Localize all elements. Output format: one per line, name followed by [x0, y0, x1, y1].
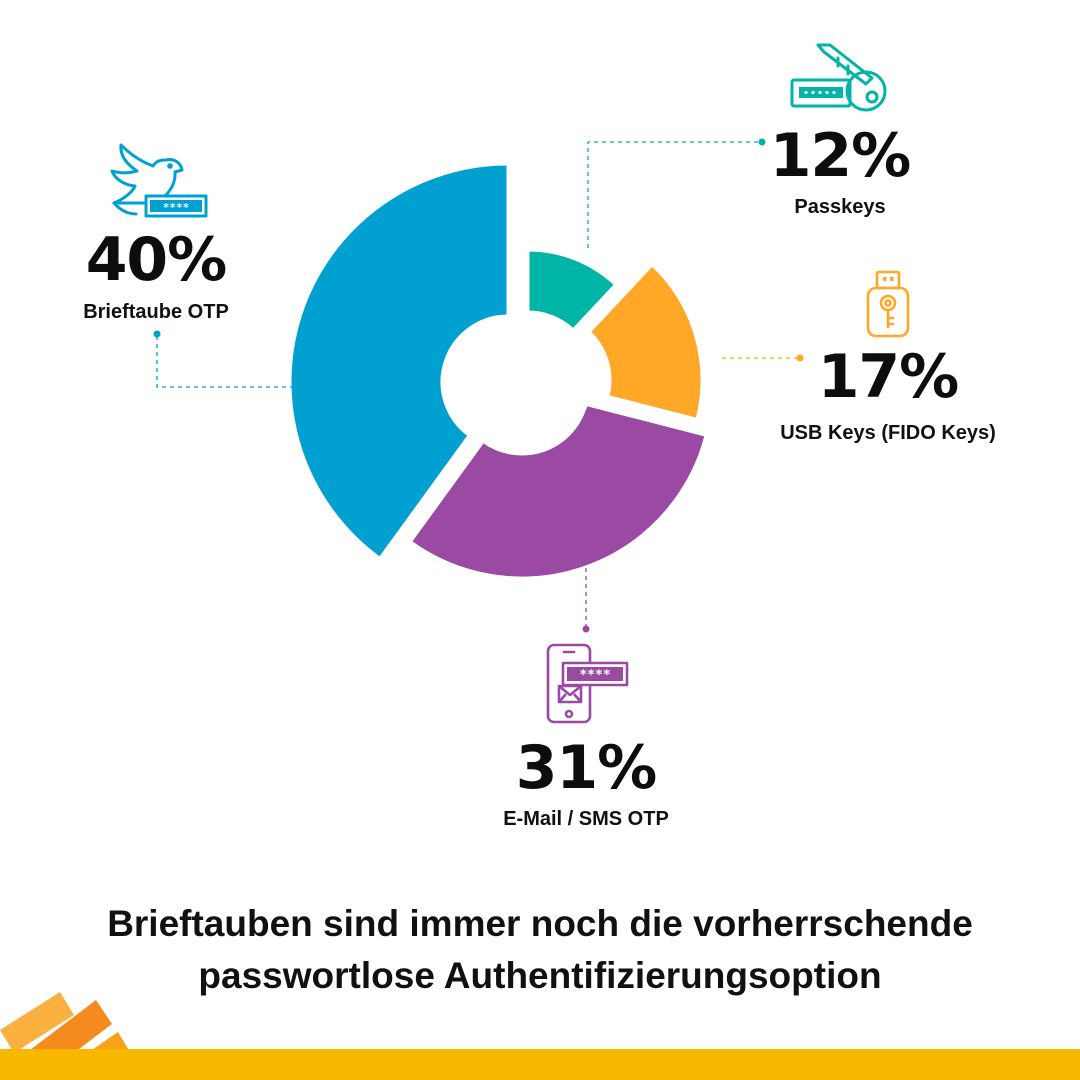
footer-bar	[0, 1049, 1080, 1080]
usb-key-icon	[866, 270, 910, 338]
svg-text:****: ****	[163, 201, 190, 214]
category-label-passkeys: Passkeys	[794, 196, 886, 218]
leader-dot-email	[582, 625, 590, 633]
svg-text:****: ****	[579, 668, 610, 683]
leader-dot-brieftaube	[153, 330, 161, 338]
category-label-email: E-Mail / SMS OTP	[503, 808, 669, 830]
leader-dot-usb	[796, 354, 804, 362]
value-label-email: 31%	[515, 733, 658, 803]
key-and-password-field-icon	[790, 43, 887, 112]
slice-brieftaube	[288, 162, 510, 561]
leader-line-brieftaube	[156, 335, 318, 388]
slice-email-sms	[408, 402, 708, 580]
category-label-brieftaube: Brieftaube OTP	[83, 301, 229, 323]
leader-dot-passkeys	[758, 138, 766, 146]
headline: Brieftauben sind immer noch die vorherrs…	[40, 898, 1040, 1002]
leader-line-passkeys	[587, 141, 762, 248]
value-label-usb: 17%	[817, 342, 960, 412]
donut-chart	[288, 162, 708, 580]
category-label-usb: USB Keys (FIDO Keys)	[780, 422, 996, 444]
phone-with-password-icon	[546, 643, 629, 724]
headline-line-2: passwortlose Authentifizierungsoption	[198, 955, 882, 996]
slice-usb-keys	[587, 262, 704, 422]
donut-hole	[462, 312, 594, 444]
value-label-passkeys: 12%	[769, 121, 912, 191]
dove-with-password-icon	[110, 143, 208, 218]
value-label-brieftaube: 40%	[85, 225, 228, 295]
headline-line-1: Brieftauben sind immer noch die vorherrs…	[107, 903, 973, 944]
